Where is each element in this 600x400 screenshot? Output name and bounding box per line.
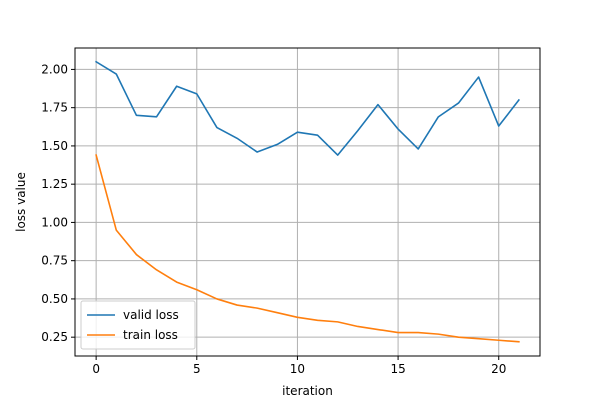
- axis-ticks: 0 5 10 15 20 0.25 0.50 0.75 1.00 1.25 1.50 1.75 2.00: [41, 62, 506, 376]
- y-tick-label: 1.50: [41, 139, 68, 153]
- plot-area: [74, 47, 541, 357]
- y-tick-label: 1.25: [41, 177, 68, 191]
- legend-label: train loss: [123, 328, 178, 342]
- y-tick-label: 0.75: [41, 254, 68, 268]
- legend-box: [80, 300, 196, 350]
- x-tick-label: 5: [193, 362, 201, 376]
- series-line-valid-loss: [95, 60, 520, 156]
- x-tick-label: 10: [290, 362, 305, 376]
- y-tick-label: 1.75: [41, 101, 68, 115]
- x-tick-label: 0: [92, 362, 100, 376]
- series-lines: [95, 60, 520, 343]
- legend: valid loss train loss: [80, 300, 196, 350]
- y-tick-label: 2.00: [41, 62, 68, 76]
- x-tick-label: 15: [390, 362, 405, 376]
- legend-label: valid loss: [123, 308, 179, 322]
- y-tick-label: 0.25: [41, 330, 68, 344]
- y-tick-label: 0.50: [41, 292, 68, 306]
- x-tick-label: 20: [491, 362, 506, 376]
- y-axis-label: loss value: [14, 172, 28, 232]
- series-line-train-loss: [95, 154, 520, 343]
- x-axis-label: iteration: [282, 384, 333, 398]
- y-tick-label: 1.00: [41, 215, 68, 229]
